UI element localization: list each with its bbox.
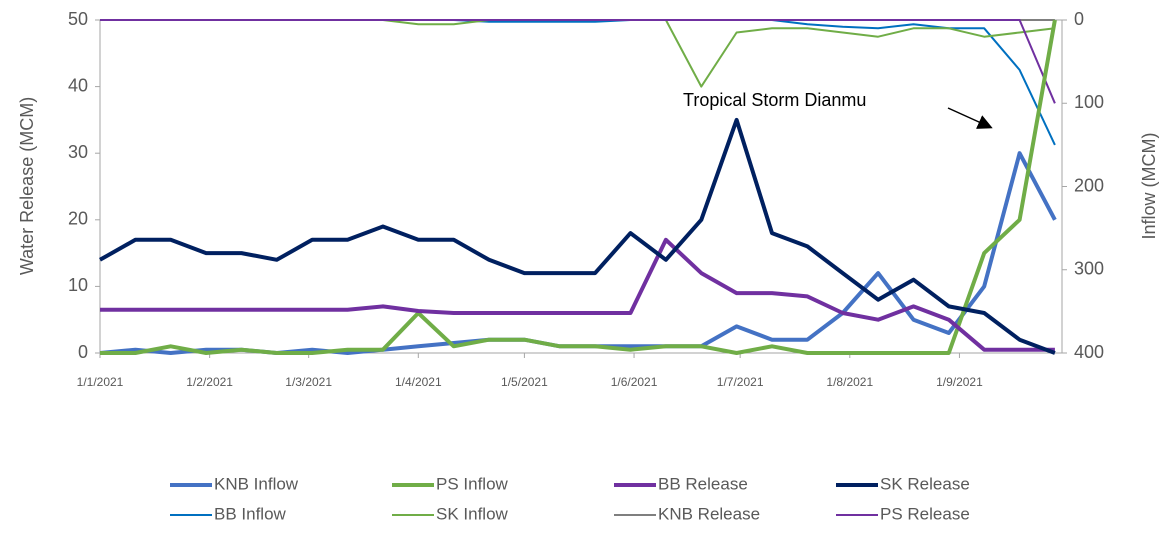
y2-axis-label: Inflow (MCM) <box>1139 133 1159 240</box>
y2-tick-label: 300 <box>1074 259 1104 279</box>
x-tick-label: 1/8/2021 <box>826 375 873 389</box>
y2-tick-label: 0 <box>1074 9 1084 29</box>
y-tick-label: 10 <box>68 275 88 295</box>
series-line <box>99 117 1056 355</box>
y2-tick-label: 200 <box>1074 175 1104 195</box>
series-line <box>100 237 1055 352</box>
y-tick-label: 30 <box>68 142 88 162</box>
x-tick-label: 1/1/2021 <box>77 375 124 389</box>
legend-label: SK Release <box>880 474 970 493</box>
series-line <box>100 19 1056 104</box>
y-tick-label: 40 <box>68 75 88 95</box>
x-tick-label: 1/2/2021 <box>186 375 233 389</box>
legend-label: KNB Release <box>658 504 760 523</box>
legend-label: PS Inflow <box>436 474 509 493</box>
series-line <box>100 19 1056 88</box>
y-axis-label: Water Release (MCM) <box>17 97 37 275</box>
x-tick-label: 1/4/2021 <box>395 375 442 389</box>
y2-tick-label: 100 <box>1074 92 1104 112</box>
y-tick-label: 0 <box>78 342 88 362</box>
plot-frame <box>99 19 1063 354</box>
legend-label: BB Release <box>658 474 748 493</box>
y2-tick-label: 400 <box>1074 342 1104 362</box>
legend-label: PS Release <box>880 504 970 523</box>
annotation-arrow <box>947 107 993 129</box>
x-tick-label: 1/3/2021 <box>285 375 332 389</box>
x-tick-label: 1/7/2021 <box>717 375 764 389</box>
y-tick-label: 50 <box>68 9 88 29</box>
legend-label: SK Inflow <box>436 504 509 523</box>
series-line <box>100 19 1057 355</box>
series-line <box>100 19 1056 146</box>
annotation: Tropical Storm Dianmu <box>683 90 866 110</box>
x-tick-label: 1/5/2021 <box>501 375 548 389</box>
x-tick-label: 1/6/2021 <box>611 375 658 389</box>
legend-label: BB Inflow <box>214 504 287 523</box>
legend-label: KNB Inflow <box>214 474 299 493</box>
x-tick-label: 1/9/2021 <box>936 375 983 389</box>
y-tick-label: 20 <box>68 209 88 229</box>
